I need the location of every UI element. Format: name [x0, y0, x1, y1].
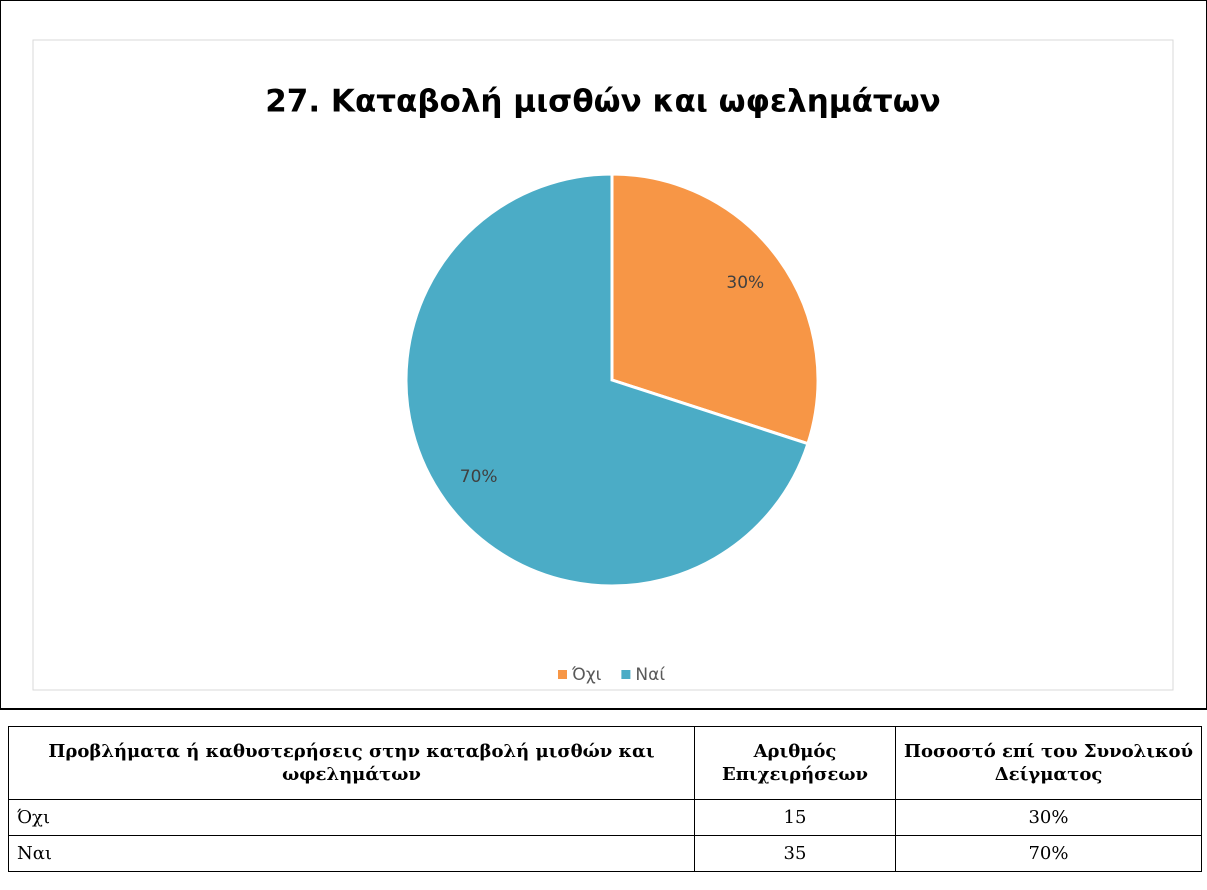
cell: 35 — [694, 835, 896, 872]
pie-slice — [610, 172, 820, 446]
data-label: 30% — [726, 273, 764, 293]
cell: 30% — [895, 799, 1202, 836]
chart-title: 27. Καταβολή μισθών και ωφελημάτων — [265, 84, 941, 120]
legend-label: Ναί — [635, 665, 665, 685]
cell: 70% — [895, 835, 1202, 872]
header-cell: Ποσοστό επί του Συνολικού Δείγματος — [895, 726, 1202, 800]
cell: Όχι — [8, 799, 695, 836]
legend-swatch — [558, 670, 567, 679]
data-label: 70% — [460, 467, 498, 487]
header-cell: Προβλήματα ή καθυστερήσεις στην καταβολή… — [8, 726, 695, 800]
chart: 27. Καταβολή μισθών και ωφελημάτων 30% 70… — [32, 39, 1174, 691]
row: Όχι 15 30% — [8, 799, 1202, 836]
header-row: Προβλήματα ή καθυστερήσεις στην καταβολή… — [8, 726, 1202, 800]
cell: Ναι — [8, 835, 695, 872]
legend-swatch — [621, 670, 631, 679]
pie-slice — [404, 172, 810, 588]
row: Ναι 35 70% — [8, 835, 1202, 872]
data-table: Προβλήματα ή καθυστερήσεις στην καταβολή… — [8, 726, 1202, 872]
header-cell: Αριθμός Επιχειρήσεων — [694, 726, 896, 800]
legend-label: Όχι — [571, 665, 602, 685]
cell: 15 — [694, 799, 896, 836]
